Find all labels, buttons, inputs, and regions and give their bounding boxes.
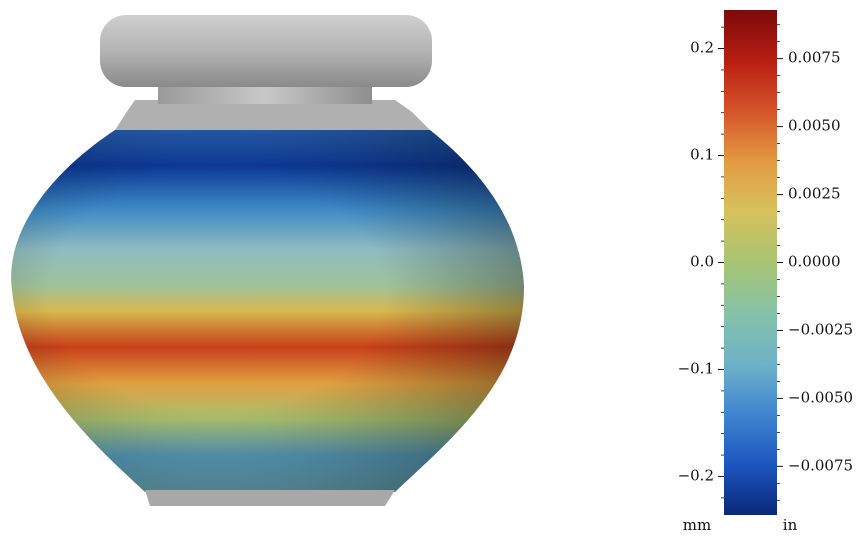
y2-tick-label: 0.0050: [788, 117, 841, 135]
y2-tick-label: −0.0025: [788, 320, 853, 338]
y-tick-label: −0.2: [678, 466, 714, 484]
y2-tick-label: −0.0050: [788, 388, 853, 406]
vase-lid: [100, 15, 432, 87]
vase-base: [145, 490, 395, 506]
y-tick-label: 0.0: [690, 253, 714, 271]
y-tick-label: −0.1: [678, 359, 714, 377]
vase-shoulder: [115, 100, 430, 130]
y2-tick-label: 0.0025: [788, 185, 841, 203]
y2-tick-label: 0.0075: [788, 49, 841, 67]
vase-shading: [11, 130, 525, 492]
y2-tick-label: 0.0000: [788, 253, 841, 271]
vase: [11, 15, 525, 506]
y2-tick-label: −0.0075: [788, 456, 853, 474]
y2-axis-label: in: [783, 516, 798, 534]
colorbar: [724, 10, 777, 515]
y-tick-label: 0.2: [690, 39, 714, 57]
y-axis-label: mm: [683, 516, 711, 534]
y-tick-label: 0.1: [690, 146, 714, 164]
